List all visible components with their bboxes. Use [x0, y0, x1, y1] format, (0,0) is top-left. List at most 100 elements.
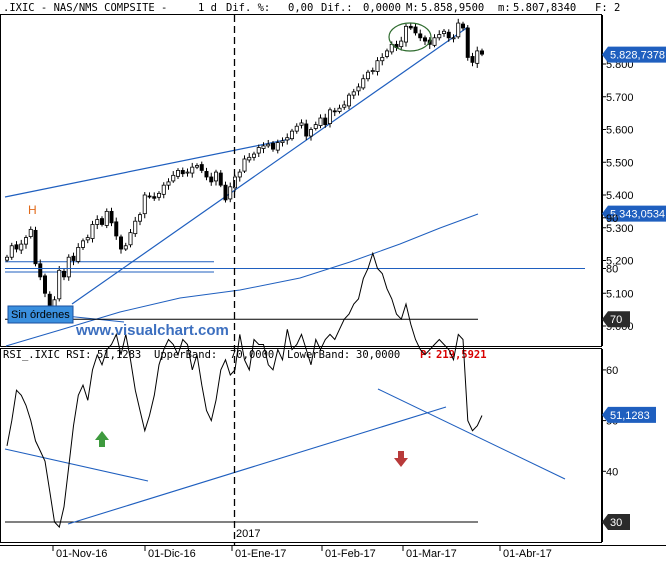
candle — [33, 226, 38, 267]
time-tick-label: 01-Feb-17 — [325, 548, 376, 560]
candle-body — [5, 256, 10, 261]
candle — [213, 169, 218, 186]
price-tick-label: 5.600 — [606, 125, 634, 137]
candle-body — [256, 147, 261, 154]
rsi-badge-shape — [602, 406, 656, 423]
candle-body — [180, 170, 185, 175]
last-price-badge-text: 5.828,7378 — [610, 50, 665, 62]
time-tick-label: 01-Mar-17 — [406, 548, 457, 560]
candle-body — [190, 166, 195, 174]
highlight-ellipse — [388, 22, 432, 52]
candle-body — [456, 22, 461, 38]
candle-body — [213, 171, 218, 182]
candle — [247, 153, 252, 163]
candle-body — [266, 143, 271, 147]
header-max-value: 5.858,9500 — [421, 2, 484, 14]
header-symbol: .IXIC - NAS/NMS COMPSITE - — [3, 2, 167, 14]
candle — [23, 235, 28, 249]
candle-body — [475, 50, 480, 64]
candle-body — [460, 23, 465, 29]
candle — [142, 192, 147, 219]
moving-average-line — [5, 213, 479, 347]
candle — [380, 53, 385, 66]
moving-average-badge: 5.343,0534 — [602, 205, 666, 222]
sin-ordenes-background — [7, 305, 74, 324]
candle-body — [95, 219, 100, 225]
candle — [399, 36, 404, 51]
price-tick-label: 5.200 — [606, 256, 634, 268]
candle-body — [209, 176, 214, 183]
candle — [375, 57, 380, 76]
candle-body — [62, 270, 67, 278]
rsi-badge: 70 — [602, 311, 630, 328]
candle-body — [9, 245, 14, 258]
candle — [242, 155, 247, 174]
candle-body — [479, 50, 484, 55]
candle-body — [171, 174, 176, 182]
candle — [323, 113, 328, 128]
rsi-header-upper-label: UpperBand: — [154, 349, 217, 361]
candle-body — [119, 236, 124, 250]
candle-body — [337, 107, 342, 112]
candle — [190, 162, 195, 178]
candle — [280, 137, 285, 147]
candle — [218, 170, 223, 188]
candle — [332, 107, 337, 117]
candle — [62, 269, 67, 281]
price-tick-label: 5.400 — [606, 190, 634, 202]
rsi-header-lower-value: 30,0000 — [356, 349, 400, 361]
candle-body — [185, 171, 190, 174]
rsi-badge-shape — [602, 514, 630, 530]
candle-body — [375, 60, 380, 72]
candle-body — [318, 117, 323, 126]
candle — [342, 100, 347, 110]
candle — [270, 140, 275, 152]
candle — [209, 172, 214, 186]
candle — [81, 238, 86, 251]
rsi-trendline-3 — [377, 388, 566, 480]
candle — [413, 23, 418, 36]
header-tail: F: 2 — [595, 2, 620, 14]
candle — [470, 52, 475, 67]
candle — [100, 216, 105, 227]
candle-body — [100, 218, 105, 225]
upper-trendline — [4, 138, 291, 198]
candle — [9, 242, 14, 260]
sin-ordenes-label: Sin órdenes — [11, 309, 70, 321]
candle-body — [403, 25, 408, 43]
candle-body — [289, 130, 294, 140]
h-marker-label: H — [28, 203, 37, 217]
candle-body — [123, 245, 128, 250]
candle-body — [33, 229, 38, 265]
candle — [446, 29, 451, 42]
header-dif-value: 0,0000 — [363, 2, 401, 14]
candle — [166, 178, 171, 190]
candle-body — [204, 171, 209, 178]
candle — [57, 266, 62, 302]
candle-body — [104, 210, 109, 226]
candle-body — [23, 237, 28, 245]
candle — [28, 226, 33, 239]
header-dif-label: Dif.: — [321, 2, 353, 14]
rsi-badge-text: 51,1283 — [610, 410, 650, 422]
candle-body — [66, 256, 71, 278]
candle — [161, 182, 166, 199]
candle — [119, 234, 124, 254]
candle-body — [470, 56, 475, 63]
candle-body — [142, 194, 147, 215]
candle-body — [137, 214, 142, 222]
rsi-badge-text: 30 — [610, 517, 622, 529]
rsi-trendline-1 — [4, 448, 149, 482]
candle — [90, 220, 95, 243]
candle — [432, 34, 437, 48]
candle-body — [199, 164, 204, 171]
candle-body — [166, 181, 171, 186]
sin-ordenes-box[interactable]: Sin órdenes — [7, 305, 74, 324]
rsi-badge: 30 — [602, 514, 630, 530]
candle-body — [261, 145, 266, 149]
candle — [403, 24, 408, 47]
candle — [76, 243, 81, 264]
price-axis: 5.0005.1005.2005.3005.4005.5005.6005.700… — [602, 15, 666, 346]
